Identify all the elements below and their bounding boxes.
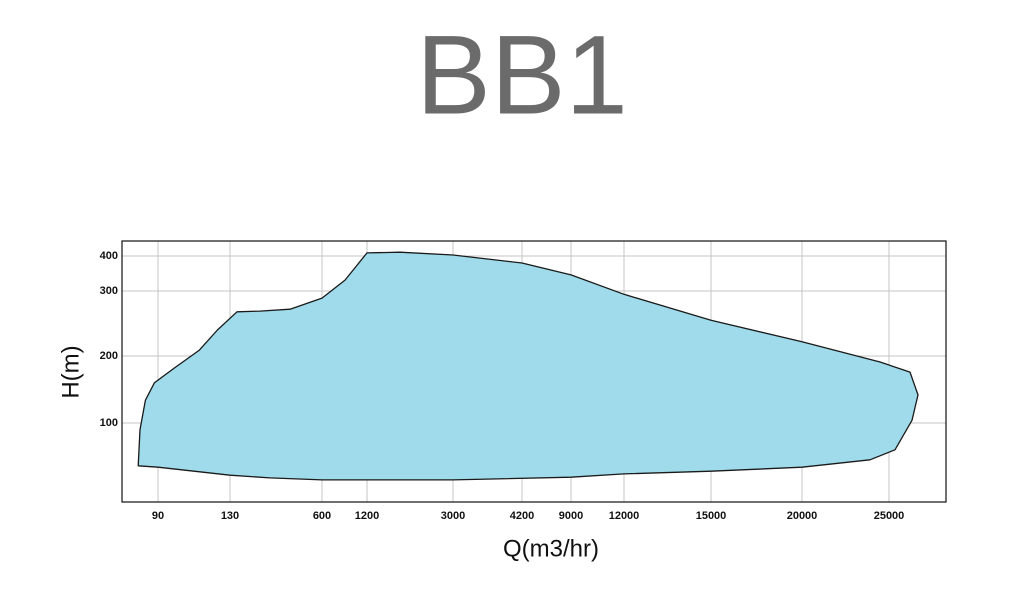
x-tick-label: 130 [221, 510, 239, 522]
x-tick-label: 4200 [510, 510, 534, 522]
x-tick-label: 1200 [355, 510, 379, 522]
y-tick-label: 200 [100, 350, 118, 362]
x-tick-label: 90 [152, 510, 164, 522]
y-tick-label: 300 [100, 285, 118, 297]
plot [137, 251, 919, 481]
x-tick-label: 600 [313, 510, 331, 522]
y-tick-label: 400 [100, 250, 118, 262]
x-tick-label: 20000 [787, 510, 818, 522]
x-axis-label: Q(m3/hr) [503, 535, 599, 562]
plot-frame [121, 240, 947, 503]
x-tick-label: 3000 [441, 510, 465, 522]
x-tick-label: 12000 [609, 510, 640, 522]
x-tick-label: 9000 [559, 510, 583, 522]
x-tick-label: 25000 [874, 510, 905, 522]
x-tick-label: 15000 [696, 510, 727, 522]
envelope-area [137, 251, 919, 481]
y-axis-label: H(m) [57, 345, 84, 398]
y-tick-label: 100 [100, 417, 118, 429]
chart-title: BB1 [416, 13, 628, 138]
